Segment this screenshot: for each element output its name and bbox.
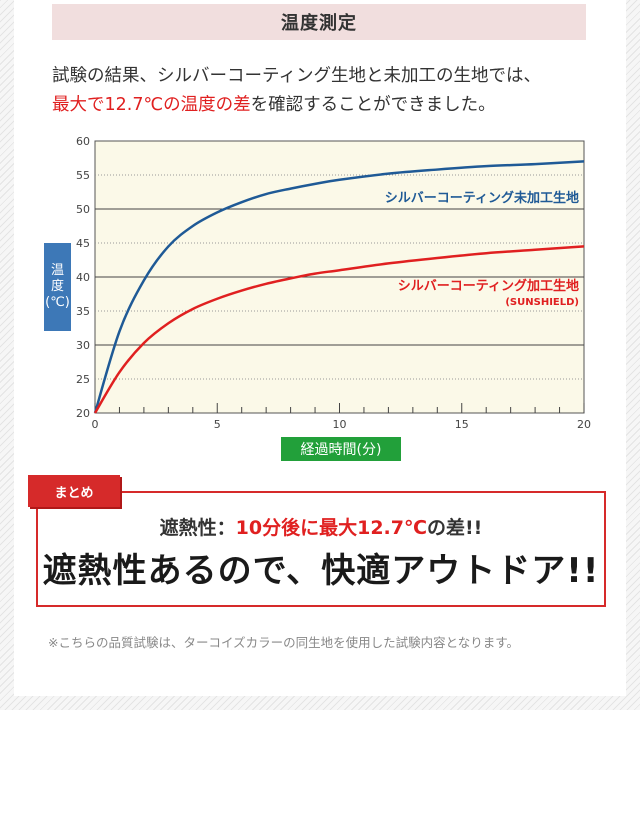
intro-highlight: 最大で12.7℃の温度の差 <box>52 95 251 115</box>
summary-box: 遮熱性：10分後に最大12.7℃の差!! 遮熱性あるので、快適アウトドア!! <box>36 491 606 607</box>
summary-highlight: 10分後に最大12.7℃ <box>235 517 427 539</box>
y-tick-label: 35 <box>76 305 90 318</box>
series-label-1: シルバーコーティング未加工生地 <box>385 190 579 206</box>
series-line-1 <box>93 160 585 414</box>
y-axis-label: 温 度 (℃) <box>44 243 71 331</box>
summary-headline: 遮熱性あるので、快適アウトドア!! <box>42 551 600 591</box>
footnote: ※こちらの品質試験は、ターコイズカラーの同生地を使用した試験内容となります。 <box>48 635 519 650</box>
section-header: 温度測定 <box>52 4 586 40</box>
series-line-2 <box>93 245 585 414</box>
summary-line-1: 遮熱性：10分後に最大12.7℃の差!! <box>38 513 604 540</box>
section-title: 温度測定 <box>281 13 357 34</box>
intro-line-2: 最大で12.7℃の温度の差を確認することができました。 <box>52 91 541 120</box>
x-tick-label: 0 <box>92 418 99 431</box>
y-tick-label: 50 <box>76 203 90 216</box>
y-axis-label-unit: (℃) <box>45 295 70 310</box>
intro-line-2-rest: を確認することができました。 <box>250 95 496 115</box>
temperature-chart: 20 25 30 35 40 45 50 55 60 0 5 10 15 20 シルバーコーティング未加工生… <box>76 135 591 431</box>
summary-suffix: の差!! <box>427 517 483 539</box>
x-tick-label: 20 <box>577 418 591 431</box>
series-label-2: シルバーコーティング加工生地 <box>398 278 579 294</box>
y-tick-label: 55 <box>76 169 90 182</box>
y-axis-label-char-2: 度 <box>50 279 64 294</box>
intro-text: 試験の結果、シルバーコーティング生地と未加工の生地では、 最大で12.7℃の温度… <box>52 62 541 120</box>
x-axis-label: 経過時間(分) <box>281 437 401 461</box>
x-tick-label: 15 <box>455 418 469 431</box>
summary-tag: まとめ <box>28 475 120 507</box>
series-sublabel-2: (SUNSHIELD) <box>505 297 579 308</box>
y-tick-label: 45 <box>76 237 90 250</box>
intro-line-1: 試験の結果、シルバーコーティング生地と未加工の生地では、 <box>52 66 541 86</box>
y-tick-label: 60 <box>76 135 90 148</box>
x-tick-label: 10 <box>333 418 347 431</box>
y-tick-label: 30 <box>76 339 90 352</box>
y-axis-label-char-1: 温 <box>50 263 64 278</box>
y-tick-label: 40 <box>76 271 90 284</box>
x-tick-label: 5 <box>214 418 221 431</box>
y-tick-label: 25 <box>76 373 90 386</box>
y-tick-label: 20 <box>76 407 90 420</box>
summary-prefix: 遮熱性： <box>159 517 236 539</box>
